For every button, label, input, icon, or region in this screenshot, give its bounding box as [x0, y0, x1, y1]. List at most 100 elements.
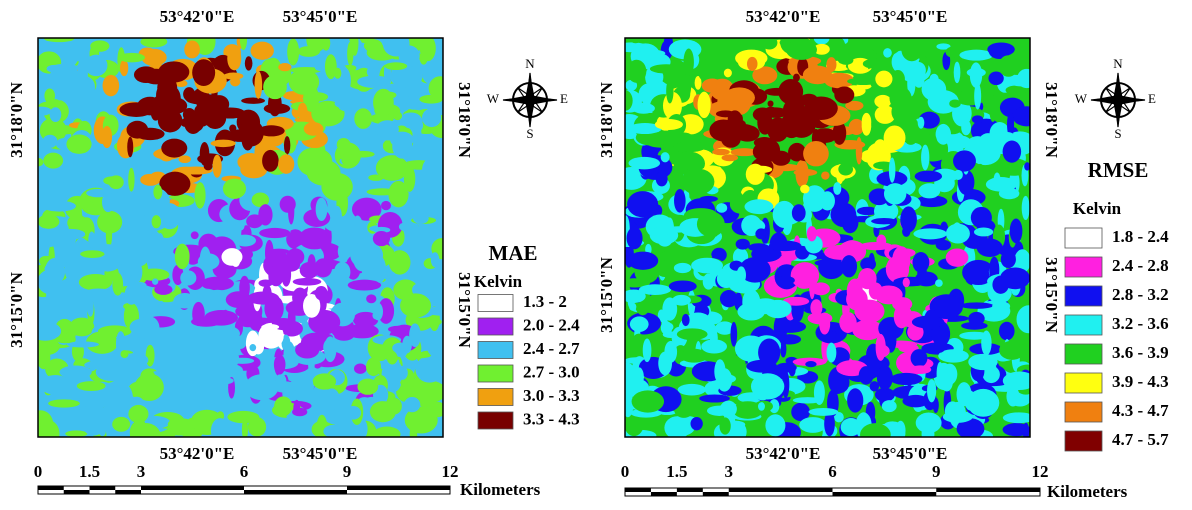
- map-patch: [249, 344, 257, 352]
- map-patch: [281, 261, 292, 287]
- map-patch: [258, 204, 273, 226]
- map-patch: [120, 350, 129, 359]
- map-patch: [351, 197, 382, 221]
- map-patch: [122, 353, 149, 368]
- map-patch: [874, 105, 896, 124]
- map-patch: [765, 414, 786, 437]
- right-coordinate-label: 31°18'0"N: [455, 82, 474, 158]
- map-patch: [782, 296, 810, 306]
- map-patch: [174, 312, 181, 335]
- map-patch: [1002, 412, 1030, 424]
- map-patch: [739, 257, 771, 283]
- map-patch: [38, 321, 62, 341]
- map-patch: [263, 74, 287, 100]
- map-patch: [199, 142, 210, 166]
- map-patch: [50, 63, 79, 73]
- map-patch: [406, 351, 432, 359]
- map-patch: [238, 119, 264, 147]
- map-patch: [875, 70, 893, 88]
- map-patch: [357, 378, 379, 395]
- map-patch: [118, 52, 145, 63]
- map-patch: [975, 163, 986, 184]
- map-patch: [314, 285, 328, 301]
- compass-west: W: [487, 91, 500, 106]
- map-patch: [323, 424, 343, 437]
- map-patch: [961, 321, 988, 330]
- map-patch: [404, 397, 421, 413]
- scale-tick-label: 6: [828, 462, 837, 481]
- scale-tick-label: 0: [621, 462, 630, 481]
- map-patch: [1009, 218, 1023, 244]
- map-patch: [753, 137, 776, 149]
- map-patch: [860, 423, 891, 437]
- map-patch: [128, 167, 135, 192]
- right-coordinate-label: 31°15'0"N: [1042, 257, 1061, 333]
- map-patch: [427, 401, 443, 418]
- map-patch: [921, 346, 945, 354]
- map-patch: [690, 417, 703, 431]
- map-patch: [178, 155, 191, 164]
- map-patch: [153, 184, 163, 200]
- legend-swatch: [1064, 430, 1103, 452]
- map-patch: [782, 97, 806, 126]
- map-patch: [915, 412, 942, 434]
- map-patch: [262, 149, 279, 172]
- map-patch: [55, 335, 76, 344]
- map-patch: [719, 290, 738, 308]
- map-patch: [321, 172, 353, 201]
- map-patch: [210, 139, 236, 148]
- map-patch: [194, 390, 208, 401]
- map-patch: [804, 96, 838, 121]
- map-patch: [809, 272, 816, 300]
- top-coordinate-label: 53°42'0"E: [746, 7, 821, 26]
- map-patch: [711, 247, 727, 262]
- map-patch: [85, 288, 111, 297]
- map-patch: [901, 38, 923, 62]
- legend-swatch: [1064, 285, 1103, 307]
- map-patch: [231, 255, 241, 267]
- map-patch: [179, 166, 213, 175]
- map-patch: [826, 342, 837, 363]
- map-patch: [87, 298, 94, 317]
- map-patch: [758, 402, 765, 411]
- map-patch: [38, 158, 44, 167]
- map-patch: [630, 38, 641, 44]
- map-patch: [936, 43, 951, 50]
- legend-label: 4.3 - 4.7: [1112, 401, 1169, 420]
- map-patch: [354, 108, 373, 129]
- legend-label: 2.4 - 2.8: [1112, 256, 1169, 275]
- map-frame: [624, 37, 1031, 438]
- legend-swatch: [477, 341, 514, 359]
- map-patch: [352, 311, 379, 328]
- map-patch: [628, 123, 662, 135]
- map-patch: [681, 313, 690, 327]
- map-patch: [987, 42, 1015, 57]
- map-patch: [639, 49, 666, 57]
- left-coordinate-label: 31°15'0"N: [7, 271, 26, 347]
- legend-unit: Kelvin: [1073, 199, 1122, 218]
- map-patch: [723, 68, 732, 78]
- map-patch: [334, 330, 354, 341]
- map-patch: [874, 285, 903, 305]
- map-patch: [702, 273, 715, 290]
- map-patch: [676, 328, 708, 341]
- scale-unit: Kilometers: [460, 480, 541, 499]
- map-patch: [273, 381, 299, 393]
- map-patch: [135, 294, 148, 307]
- map-patch: [1007, 111, 1015, 138]
- map-patch: [945, 223, 970, 244]
- map-patch: [873, 139, 887, 156]
- map-patch: [661, 315, 668, 335]
- map-patch: [921, 424, 935, 437]
- map-patch: [118, 385, 133, 413]
- map-patch: [428, 76, 443, 101]
- map-patch: [942, 410, 973, 423]
- map-patch: [292, 277, 322, 286]
- map-patch: [234, 234, 256, 247]
- map-patch: [875, 333, 886, 361]
- map-patch: [297, 102, 308, 121]
- map-patch: [44, 257, 66, 285]
- map-patch: [324, 336, 337, 363]
- map-patch: [43, 152, 64, 169]
- map-patch: [874, 94, 892, 108]
